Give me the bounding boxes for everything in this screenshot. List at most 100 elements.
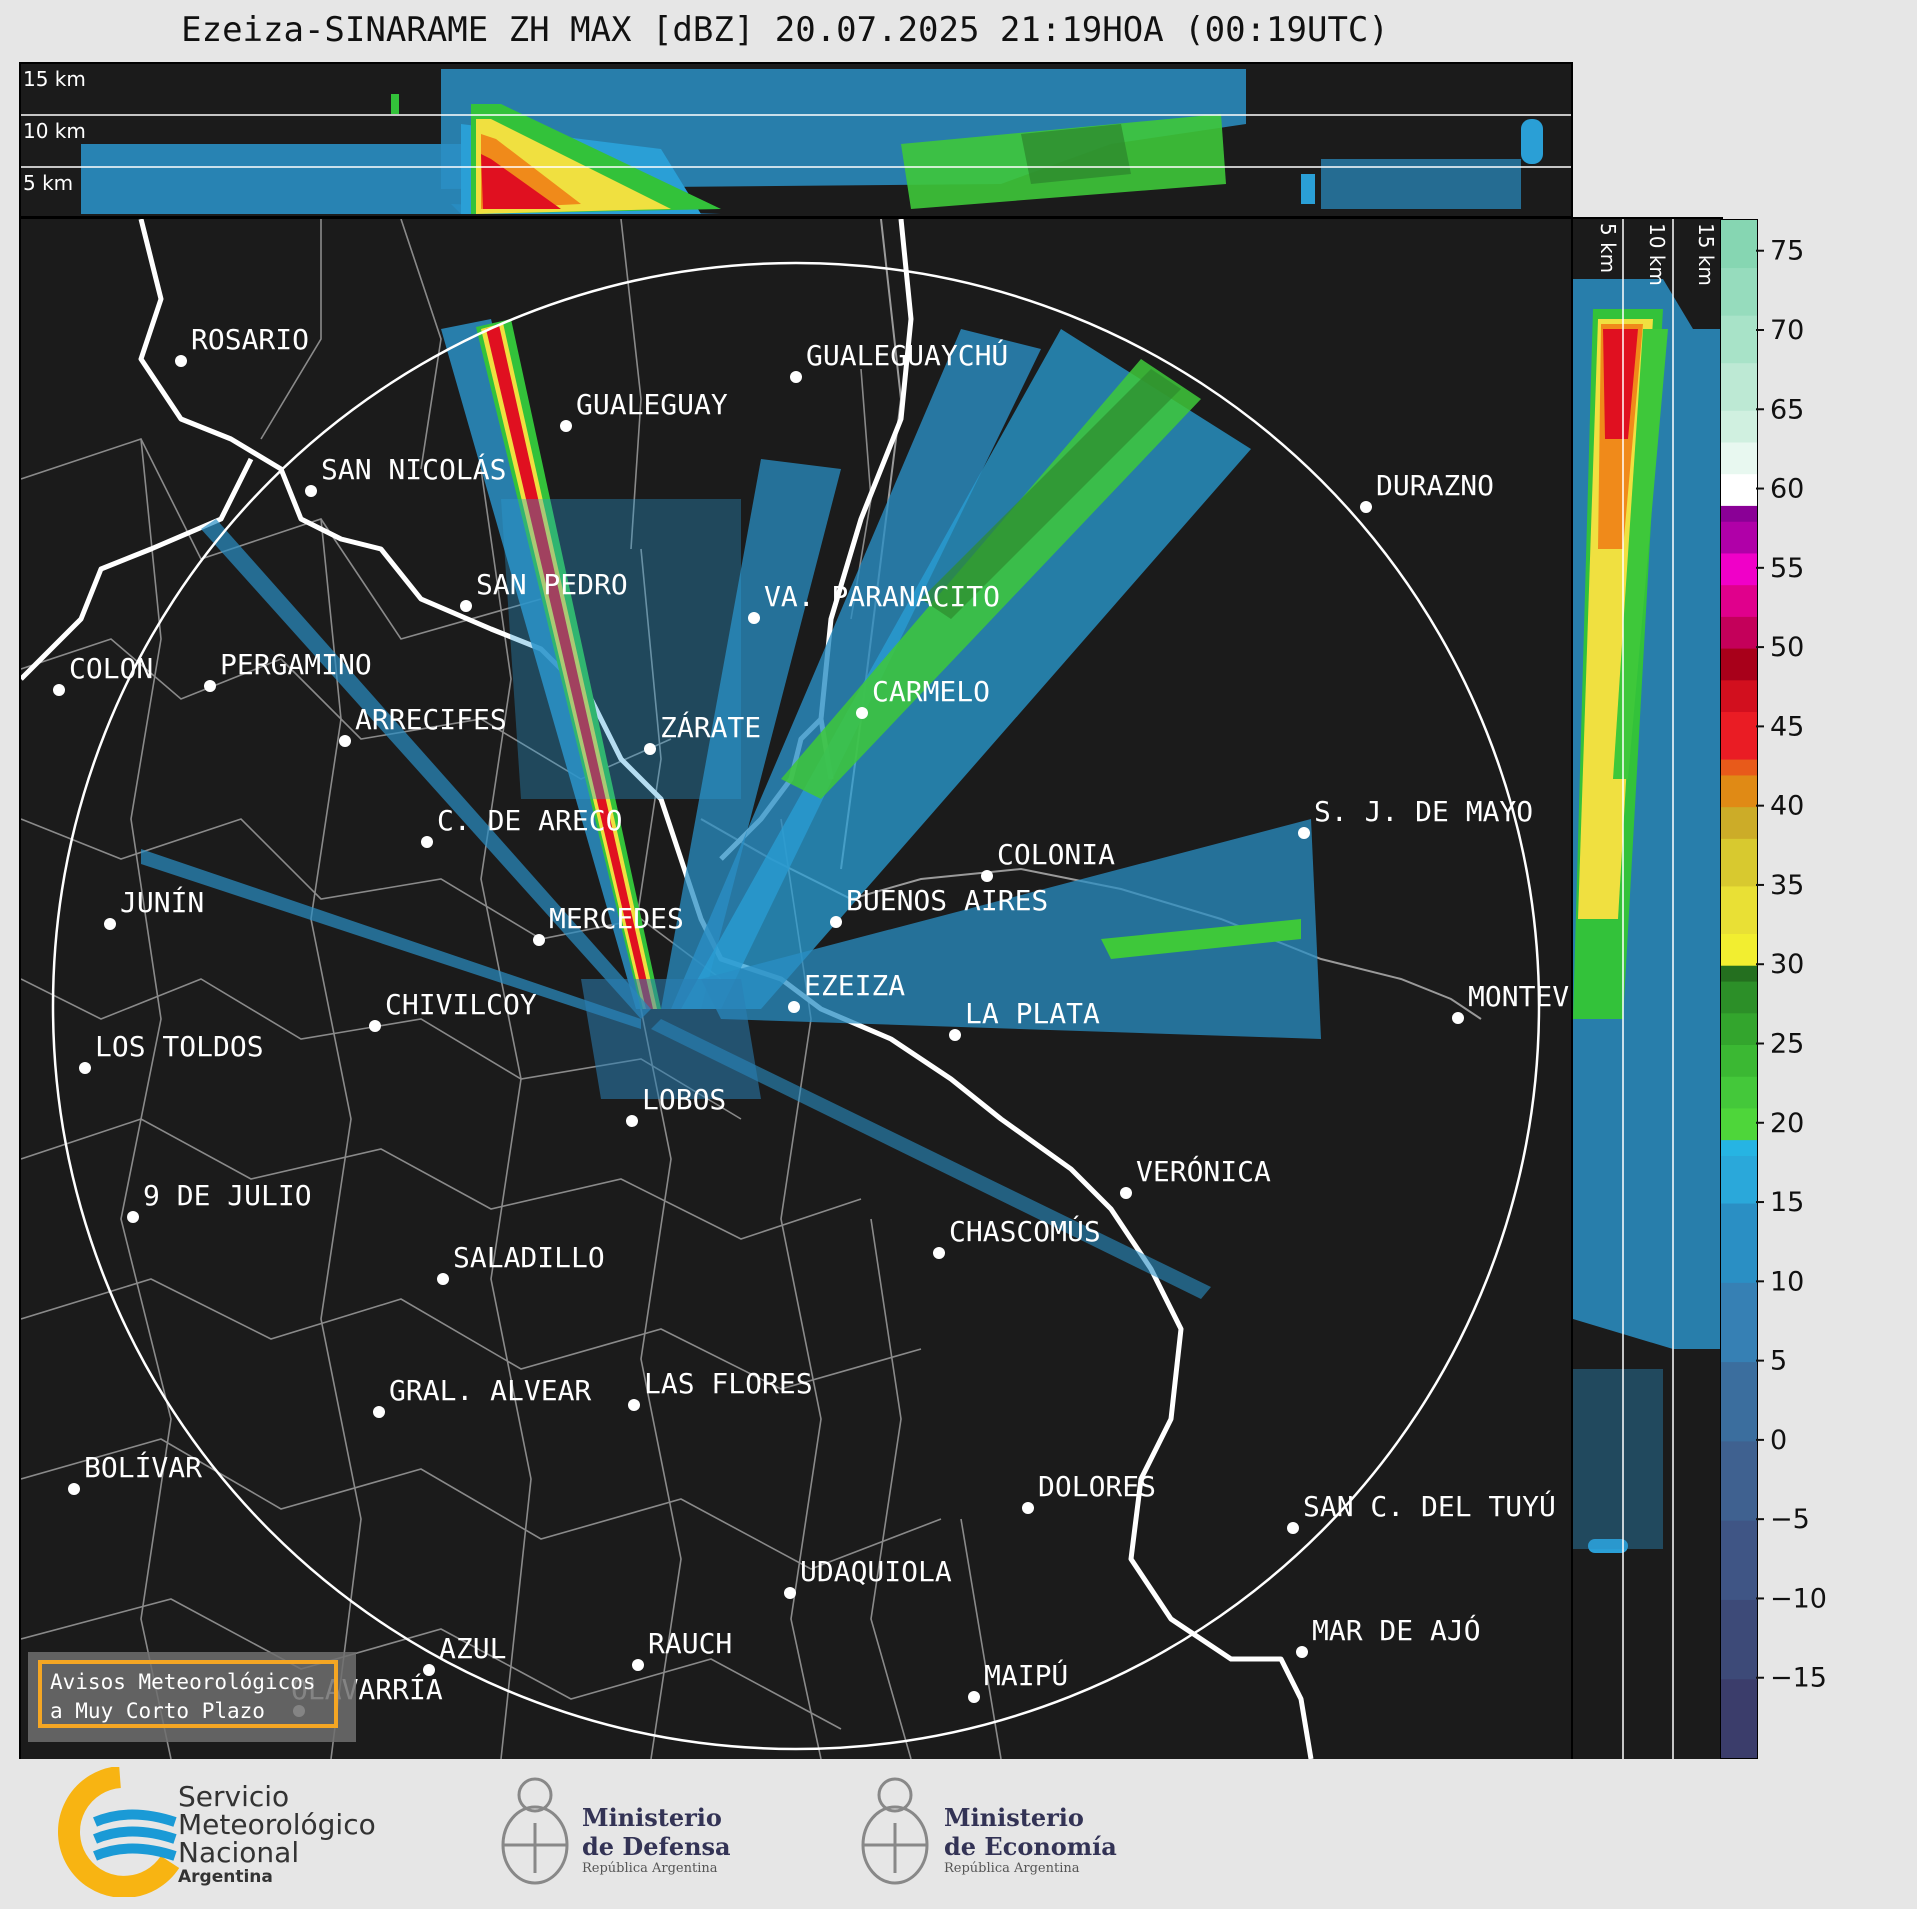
top-xsec-echoes xyxy=(81,69,1543,214)
national-shield-icon xyxy=(861,1777,929,1885)
colorbar-segment xyxy=(1721,1282,1757,1363)
city-label: GUALEGUAYCHÚ xyxy=(806,338,1008,372)
economia-text-line: República Argentina xyxy=(944,1861,1080,1876)
city-label: DURAZNO xyxy=(1376,469,1494,502)
city-dot xyxy=(533,934,545,946)
smn-text-line: Servicio xyxy=(178,1780,290,1813)
colorbar xyxy=(1720,219,1758,1759)
colorbar-segment xyxy=(1721,679,1757,713)
city-dot xyxy=(560,420,572,432)
city-dot xyxy=(305,485,317,497)
colorbar-segment xyxy=(1721,410,1757,443)
colorbar-tick-label: 5 xyxy=(1770,1346,1787,1377)
city-label: EZEIZA xyxy=(804,969,905,1002)
city-dot xyxy=(790,371,802,383)
city-dot xyxy=(748,612,760,624)
city-dot xyxy=(437,1273,449,1285)
city-dot xyxy=(968,1691,980,1703)
city-label: LA PLATA xyxy=(965,997,1100,1030)
colorbar-segment xyxy=(1721,1440,1757,1521)
top-xsec-label: 10 km xyxy=(23,119,86,143)
city-label: VERÓNICA xyxy=(1136,1154,1271,1188)
colorbar-tick-label: 10 xyxy=(1770,1266,1804,1297)
top-cross-section: 15 km 10 km 5 km xyxy=(19,62,1573,218)
colorbar-segment xyxy=(1721,220,1757,269)
city-label: ROSARIO xyxy=(191,323,309,356)
colorbar-segment xyxy=(1721,521,1757,554)
smn-logo-icon xyxy=(58,1767,180,1897)
radar-echoes xyxy=(141,319,1321,1299)
notice-line: Avisos Meteorológicos xyxy=(50,1670,316,1694)
colorbar-tick-label: 15 xyxy=(1770,1187,1804,1218)
city-label: PERGAMINO xyxy=(220,648,372,681)
city-dot xyxy=(981,870,993,882)
city-dot xyxy=(1287,1522,1299,1534)
side-cross-section-plot: 5 km 10 km 15 km xyxy=(1573,219,1721,1759)
colorbar-segment xyxy=(1721,1044,1757,1077)
notice-box: Avisos Meteorológicos a Muy Corto Plazo xyxy=(28,1652,356,1742)
city-dot xyxy=(626,1115,638,1127)
city-dot xyxy=(628,1399,640,1411)
colorbar-segment xyxy=(1721,1076,1757,1109)
smn-logo-text: Servicio Meteorológico Nacional Argentin… xyxy=(178,1780,376,1888)
colorbar-tick-label: −10 xyxy=(1770,1583,1827,1614)
city-dot xyxy=(949,1029,961,1041)
city-label: VA. PARANACITO xyxy=(764,580,1000,613)
city-dot xyxy=(788,1001,800,1013)
colorbar-segment xyxy=(1721,1599,1757,1680)
colorbar-segment xyxy=(1721,584,1757,617)
defensa-text-line: República Argentina xyxy=(582,1861,718,1876)
economia-text-line: Ministerio xyxy=(944,1803,1084,1832)
colorbar-tick-label: 40 xyxy=(1770,791,1804,822)
city-label: CHASCOMÚS xyxy=(949,1214,1101,1248)
city-dot xyxy=(644,743,656,755)
colorbar-segment xyxy=(1721,616,1757,649)
colorbar-segment xyxy=(1721,838,1757,887)
top-cross-section-plot: 15 km 10 km 5 km xyxy=(21,67,1571,214)
colorbar-tick-label: 30 xyxy=(1770,949,1804,980)
colorbar-segment xyxy=(1721,1678,1757,1758)
city-dot xyxy=(1296,1646,1308,1658)
city-label: SAN NICOLÁS xyxy=(321,452,506,486)
colorbar-segment xyxy=(1721,1203,1757,1283)
colorbar-segment xyxy=(1721,885,1757,935)
city-label: BOLÍVAR xyxy=(84,1450,202,1484)
colorbar-tick-label: 70 xyxy=(1770,315,1804,346)
colorbar-segment xyxy=(1721,1361,1757,1442)
city-label: MERCEDES xyxy=(549,902,684,935)
city-dot xyxy=(856,707,868,719)
city-dot xyxy=(632,1659,644,1671)
city-label: S. J. DE MAYO xyxy=(1314,795,1533,828)
city-label: DOLORES xyxy=(1038,1470,1156,1503)
city-label: GUALEGUAY xyxy=(576,388,728,421)
colorbar-tick-label: 20 xyxy=(1770,1108,1804,1139)
city-label: JUNÍN xyxy=(120,885,204,919)
colorbar-segment xyxy=(1721,441,1757,475)
colorbar-segment xyxy=(1721,774,1757,808)
side-xsec-echoes xyxy=(1573,279,1721,1553)
colorbar-tick-label: 50 xyxy=(1770,632,1804,663)
colorbar-segment xyxy=(1721,759,1757,776)
city-label: COLON xyxy=(69,652,153,685)
city-dot xyxy=(1360,501,1372,513)
colorbar-segment xyxy=(1721,933,1757,966)
colorbar-segment xyxy=(1721,473,1757,506)
notice-line: a Muy Corto Plazo xyxy=(50,1699,265,1723)
colorbar-tick-label: 25 xyxy=(1770,1028,1804,1059)
city-dot xyxy=(373,1406,385,1418)
colorbar-segment xyxy=(1721,806,1757,839)
city-dot xyxy=(1120,1187,1132,1199)
range-circle xyxy=(51,261,1541,1751)
defensa-text-line: Ministerio xyxy=(582,1803,722,1832)
city-label: UDAQUIOLA xyxy=(800,1555,952,1588)
top-xsec-label: 5 km xyxy=(23,171,73,195)
smn-text-line: Meteorológico xyxy=(178,1808,376,1841)
colorbar-segment xyxy=(1721,981,1757,1014)
city-label: SAN C. DEL TUYÚ xyxy=(1303,1489,1556,1523)
radar-map: ROSARIO GUALEGUAYCHÚ GUALEGUAY SAN NICOL… xyxy=(19,217,1573,1761)
economia-logo-text: Ministerio de Economía República Argenti… xyxy=(944,1803,1117,1876)
notice-frame: Avisos Meteorológicos a Muy Corto Plazo xyxy=(38,1660,338,1728)
economia-text-line: de Economía xyxy=(944,1832,1117,1861)
city-label: MAIPÚ xyxy=(984,1658,1068,1692)
city-label: SAN PEDRO xyxy=(476,568,628,601)
